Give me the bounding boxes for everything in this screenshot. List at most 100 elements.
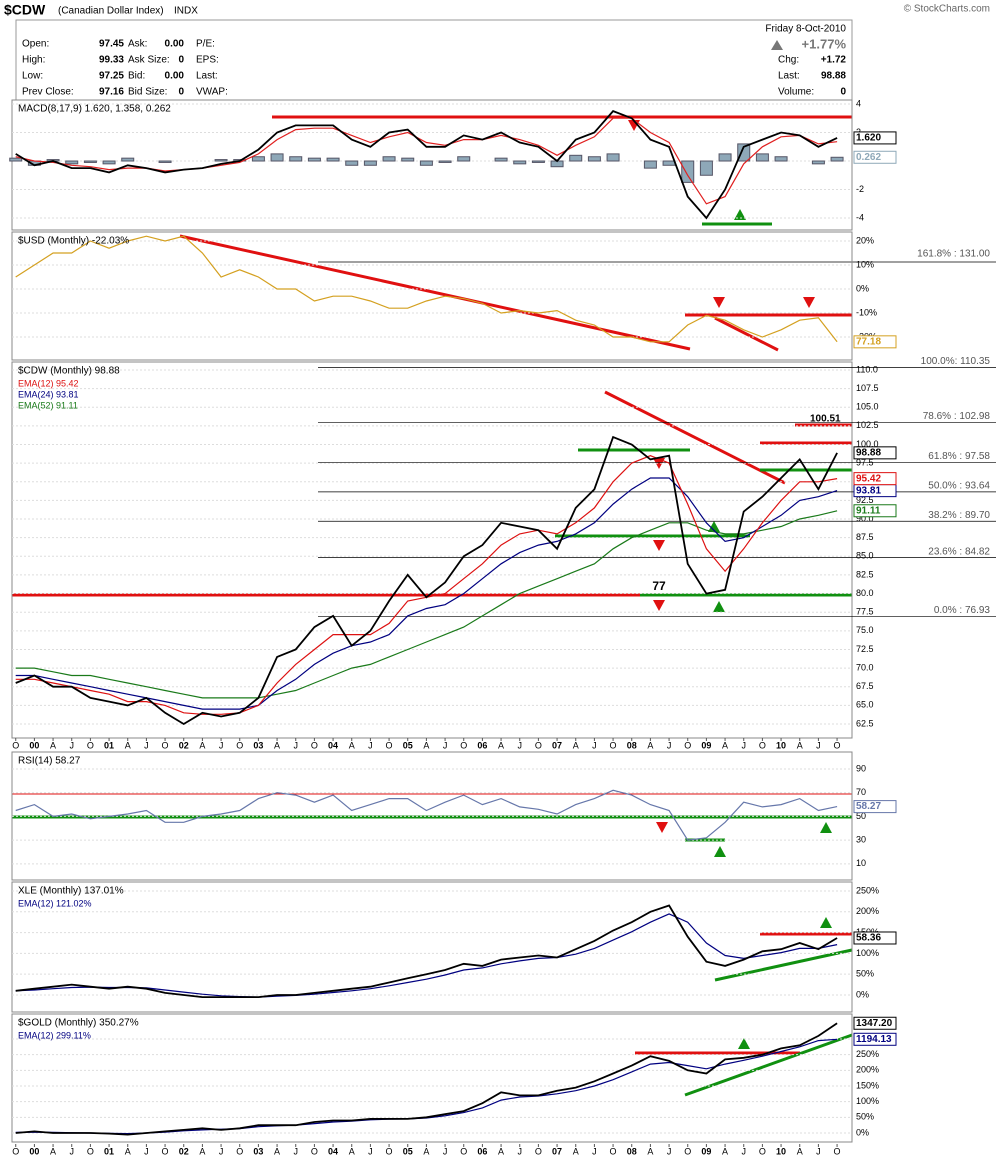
histogram-bar <box>345 160 359 166</box>
up-arrow <box>713 601 725 612</box>
x-tick-label: 02 <box>179 740 189 750</box>
fib-label: 50.0% : 93.64 <box>928 481 990 492</box>
down-arrow <box>656 822 668 833</box>
x-tick-label: O <box>236 1146 243 1156</box>
x-tick-label: J <box>293 740 298 750</box>
histogram-bar <box>419 160 433 166</box>
up-icon <box>771 40 783 50</box>
x-tick-label: J <box>592 740 597 750</box>
down-arrow <box>803 297 815 308</box>
y-tick-label: 100% <box>856 948 879 958</box>
down-arrow <box>713 297 725 308</box>
y-tick-label: 0% <box>856 989 869 999</box>
up-arrow <box>708 521 720 532</box>
x-tick-label: A <box>423 740 429 750</box>
y-tick-label: -10% <box>856 307 877 317</box>
value-badge <box>853 504 897 518</box>
y-tick-label: 0% <box>856 1127 869 1137</box>
up-arrow <box>738 1038 750 1049</box>
x-tick-label: O <box>535 1146 542 1156</box>
histogram-bar <box>531 160 545 163</box>
down-arrow <box>653 600 665 611</box>
histogram-bar <box>830 156 844 162</box>
panel-title: $GOLD (Monthly) 350.27% <box>18 1018 139 1029</box>
quote-label: Ask Size: <box>128 55 170 66</box>
value-badge <box>853 1016 897 1030</box>
quote-label: Prev Close: <box>22 87 74 98</box>
value-badge <box>853 446 897 460</box>
x-tick-label: J <box>219 1146 224 1156</box>
histogram-bar <box>270 153 284 162</box>
x-tick-label: O <box>834 1146 841 1156</box>
series-line <box>15 477 838 710</box>
x-tick-label: 10 <box>776 1146 786 1156</box>
x-tick-label: A <box>573 1146 579 1156</box>
x-tick-label: O <box>460 740 467 750</box>
panel-title: $CDW (Monthly) 98.88 <box>18 366 120 377</box>
histogram-bar <box>811 160 825 165</box>
y-tick-label: 87.5 <box>856 532 874 542</box>
x-tick-label: J <box>219 740 224 750</box>
x-tick-label: 03 <box>253 1146 263 1156</box>
panel <box>11 881 853 1013</box>
panel-title: $USD (Monthly) -22.03% <box>18 236 129 247</box>
x-tick-label: A <box>498 1146 504 1156</box>
x-tick-label: A <box>274 1146 280 1156</box>
x-tick-label: 08 <box>627 740 637 750</box>
histogram-bar <box>513 160 527 165</box>
fib-label: 38.2% : 89.70 <box>928 510 990 521</box>
x-tick-label: 08 <box>627 1146 637 1156</box>
histogram-bar <box>643 160 657 169</box>
histogram-bar <box>774 156 788 162</box>
x-tick-label: 07 <box>552 740 562 750</box>
y-tick-label: 50% <box>856 969 874 979</box>
annotation: 100.51 <box>810 414 841 425</box>
quote-value: +1.72 <box>821 55 847 66</box>
histogram-bar <box>718 153 732 162</box>
x-tick-label: A <box>423 1146 429 1156</box>
x-tick-label: 07 <box>552 1146 562 1156</box>
x-tick-label: J <box>816 740 821 750</box>
value-badge-label: 77.18 <box>856 336 881 347</box>
up-arrow <box>734 209 746 220</box>
x-tick-label: 06 <box>477 1146 487 1156</box>
x-tick-label: O <box>759 740 766 750</box>
quote-label: Bid: <box>128 71 145 82</box>
x-tick-label: O <box>236 740 243 750</box>
x-tick-label: 09 <box>701 1146 711 1156</box>
x-tick-label: O <box>162 1146 169 1156</box>
fib-label: 0.0% : 76.93 <box>934 605 991 616</box>
x-tick-label: J <box>69 740 74 750</box>
quote-value: 0.00 <box>165 39 185 50</box>
y-tick-label: 102.5 <box>856 420 879 430</box>
x-tick-label: 09 <box>701 740 711 750</box>
x-tick-label: 04 <box>328 740 338 750</box>
y-tick-label: 4 <box>856 98 861 108</box>
series-line <box>15 913 838 998</box>
x-tick-label: A <box>274 740 280 750</box>
subtitle: (Canadian Dollar Index) <box>58 6 164 17</box>
x-tick-label: 03 <box>253 740 263 750</box>
y-tick-label: 20% <box>856 235 874 245</box>
histogram-bar <box>681 160 695 183</box>
histogram-bar <box>251 156 265 162</box>
x-tick-label: O <box>834 740 841 750</box>
annotation: 77 <box>652 579 666 593</box>
value-badge <box>853 800 897 814</box>
panel-title: RSI(14) 58.27 <box>18 756 81 767</box>
y-tick-label: 107.5 <box>856 383 879 393</box>
annotations <box>12 115 853 1097</box>
quote-label: Volume: <box>778 87 814 98</box>
x-tick-label: J <box>667 1146 672 1156</box>
x-tick-label: A <box>349 1146 355 1156</box>
x-tick-label: O <box>610 740 617 750</box>
trend-line <box>714 316 779 352</box>
down-arrow <box>653 540 665 551</box>
histogram-bar <box>662 160 676 166</box>
y-tick-label: 90 <box>856 763 866 773</box>
y-tick-label: 0% <box>856 283 869 293</box>
value-badge-label: 93.81 <box>856 485 881 496</box>
x-tick-label: 06 <box>477 740 487 750</box>
y-tick-label: 105.0 <box>856 402 879 412</box>
quote-value: 97.16 <box>99 87 124 98</box>
